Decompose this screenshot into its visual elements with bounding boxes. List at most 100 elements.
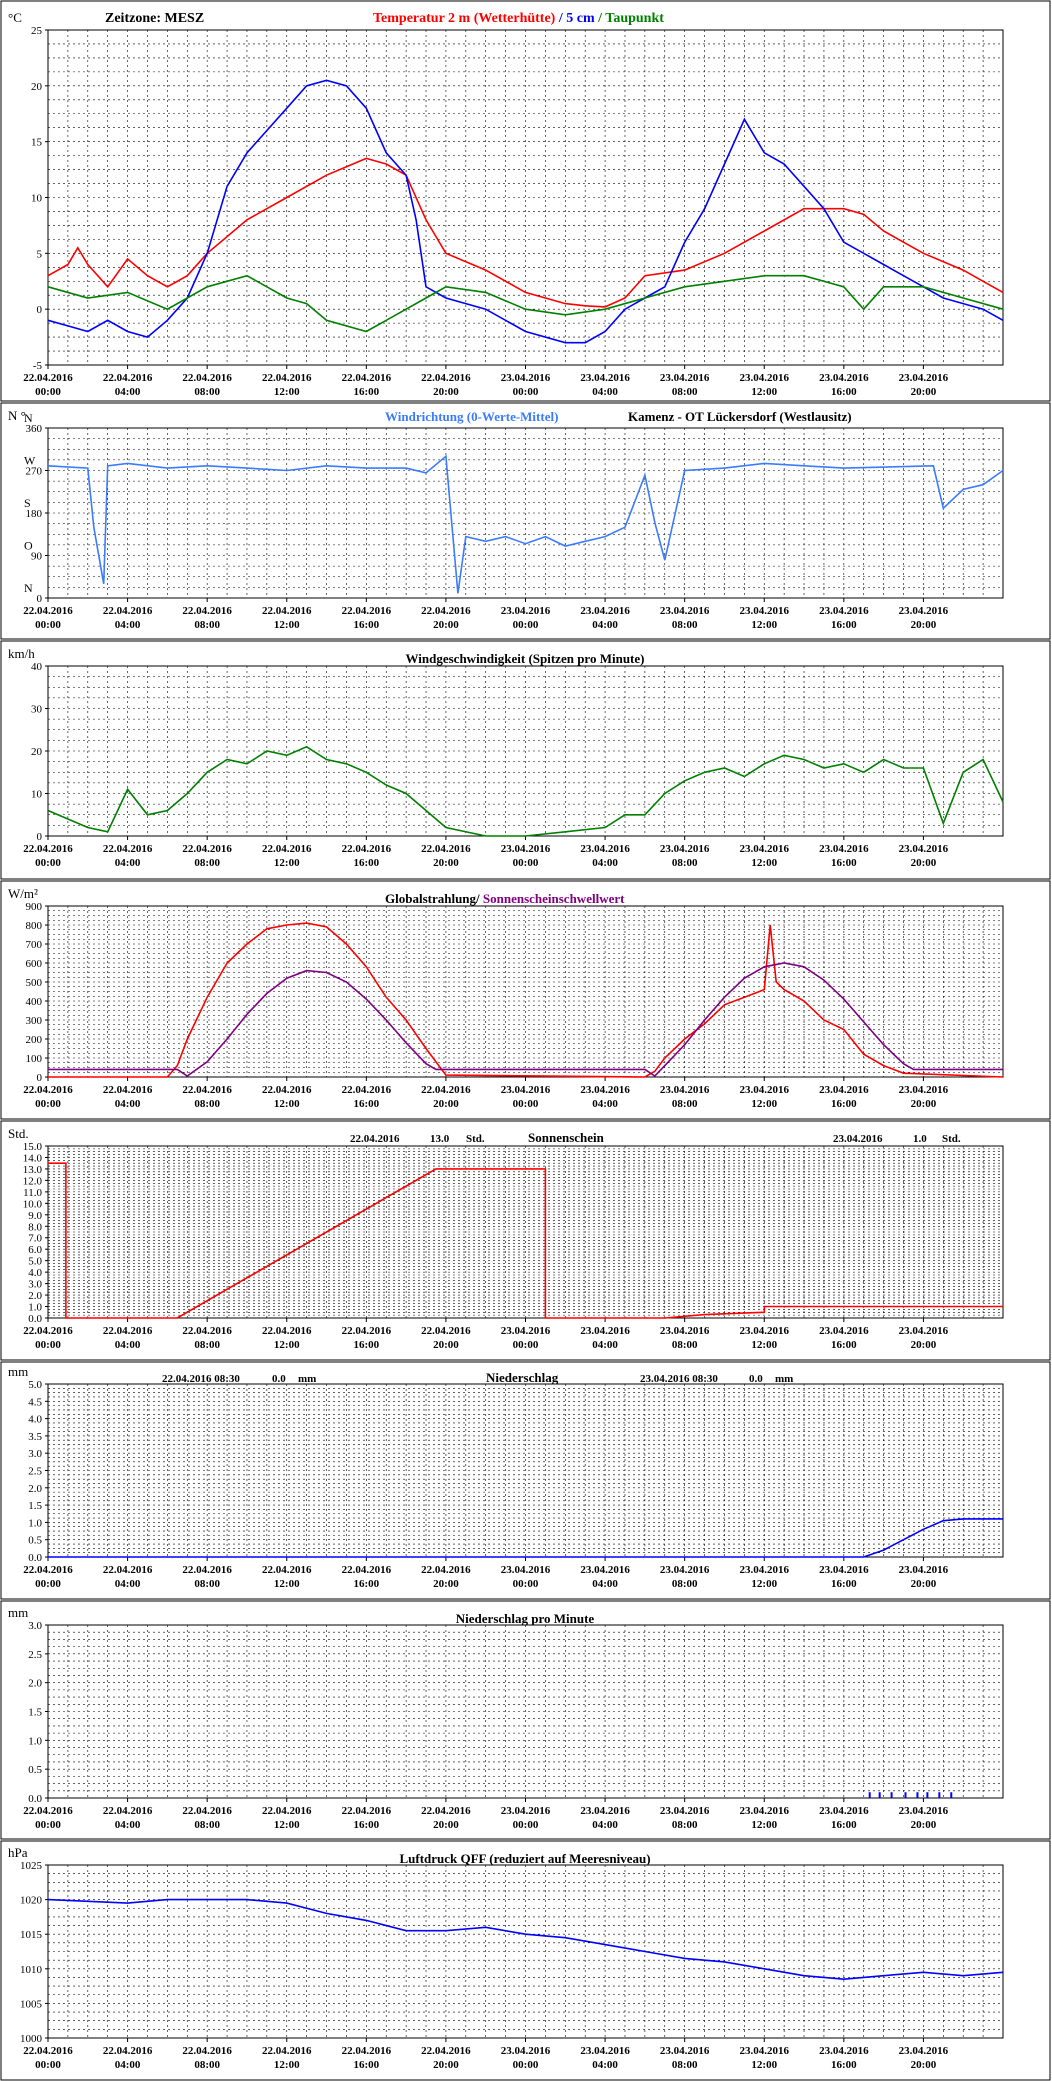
x-tick-time: 16:00: [353, 619, 379, 631]
y-tick-label: 15.0: [23, 1141, 43, 1153]
grid: [48, 1625, 1003, 1798]
x-tick-time: 04:00: [592, 1098, 618, 1110]
y-tick-label: 2.5: [28, 1466, 42, 1478]
y-tick-label: 1010: [20, 1964, 43, 1976]
x-tick-time: 12:00: [274, 1578, 300, 1590]
precipmin-title: Niederschlag pro Minute: [456, 1611, 595, 1626]
x-tick-time: 04:00: [592, 619, 618, 631]
x-tick-time: 16:00: [353, 386, 379, 398]
x-tick-time: 12:00: [751, 619, 777, 631]
x-tick-date: 22.04.2016: [182, 372, 232, 384]
x-tick-time: 04:00: [115, 1819, 141, 1831]
y-tick-label: 10.0: [23, 1198, 43, 1210]
y-tick-label: 8.0: [28, 1221, 42, 1233]
y-tick-label: 5.0: [28, 1379, 42, 1391]
sunshine-panel: 15.014.013.012.011.010.09.08.07.06.05.04…: [0, 1120, 1051, 1361]
y-tick-label: 270: [26, 466, 43, 478]
y-tick-label: 1.0: [28, 1302, 42, 1314]
precip-day2-value: 0.0: [749, 1373, 763, 1385]
x-tick-date: 23.04.2016: [899, 843, 949, 855]
x-tick-date: 22.04.2016: [342, 843, 392, 855]
y-tick-label: 5: [37, 248, 43, 260]
x-tick-date: 23.04.2016: [580, 1564, 630, 1576]
y-tick-label: 15: [31, 137, 43, 149]
x-tick-date: 22.04.2016: [342, 1805, 392, 1817]
x-tick-time: 04:00: [592, 2059, 618, 2071]
y-tick-label: 20: [31, 746, 43, 758]
x-tick-time: 08:00: [194, 2059, 220, 2071]
y-tick-label: 5.0: [28, 1256, 42, 1268]
pressure-panel: 10251020101510101005100022.04.201600:002…: [0, 1840, 1051, 2081]
y-unit-label: °C: [8, 10, 22, 25]
x-tick-time: 20:00: [433, 1339, 459, 1351]
y-tick-label: 90: [31, 551, 43, 563]
x-tick-time: 04:00: [115, 2059, 141, 2071]
x-tick-time: 08:00: [672, 857, 698, 869]
x-tick-time: 16:00: [353, 2059, 379, 2071]
y-tick-label: 10: [31, 789, 43, 801]
x-tick-date: 22.04.2016: [421, 2045, 471, 2057]
temp-panel: 2520151050-522.04.201600:0022.04.201604:…: [0, 0, 1051, 402]
panel-frame: [0, 880, 1051, 1120]
grid: [48, 1865, 1003, 2038]
precip-day1-value: 0.0: [272, 1373, 286, 1385]
x-tick-date: 23.04.2016: [660, 2045, 710, 2057]
x-tick-date: 22.04.2016: [342, 605, 392, 617]
x-tick-time: 16:00: [353, 1339, 379, 1351]
x-tick-date: 22.04.2016: [421, 1564, 471, 1576]
x-tick-date: 22.04.2016: [262, 1084, 312, 1096]
x-tick-time: 00:00: [513, 386, 539, 398]
x-tick-date: 22.04.2016: [421, 605, 471, 617]
windspeed-panel: 40302010022.04.201600:0022.04.201604:002…: [0, 640, 1051, 880]
y-tick-label: 0.0: [28, 1313, 42, 1325]
x-tick-time: 16:00: [831, 1819, 857, 1831]
x-tick-date: 22.04.2016: [103, 1564, 153, 1576]
x-tick-time: 20:00: [433, 1098, 459, 1110]
x-tick-time: 20:00: [911, 386, 937, 398]
y-tick-label: 1015: [20, 1929, 43, 1941]
x-tick-date: 23.04.2016: [580, 372, 630, 384]
x-tick-time: 20:00: [911, 619, 937, 631]
x-tick-time: 20:00: [433, 1578, 459, 1590]
sunshine-day1-date: 22.04.2016: [350, 1133, 400, 1145]
y-tick-label: 1.5: [28, 1707, 42, 1719]
x-tick-time: 08:00: [194, 857, 220, 869]
x-tick-date: 22.04.2016: [103, 1805, 153, 1817]
x-tick-time: 08:00: [194, 386, 220, 398]
x-tick-time: 16:00: [831, 1098, 857, 1110]
x-tick-time: 04:00: [115, 619, 141, 631]
y-tick-label: 6.0: [28, 1244, 42, 1256]
x-tick-time: 16:00: [831, 386, 857, 398]
x-tick-time: 00:00: [513, 1339, 539, 1351]
time-zone-label: Zeitzone: MESZ: [105, 11, 204, 26]
x-tick-time: 00:00: [35, 386, 61, 398]
y-tick-label: 11.0: [23, 1187, 42, 1199]
y-tick-label: 0: [37, 304, 43, 316]
radiation-title-b: Sonnenscheinschwellwert: [480, 891, 625, 906]
grid: [48, 428, 1003, 598]
y-tick-label: 1.0: [28, 1517, 42, 1529]
x-tick-date: 22.04.2016: [342, 1564, 392, 1576]
x-tick-time: 20:00: [433, 386, 459, 398]
x-tick-date: 22.04.2016: [342, 1325, 392, 1337]
series-line-0: [47, 157, 1004, 308]
y-tick-label: 0.5: [28, 1535, 42, 1547]
y-unit-label: mm: [8, 1605, 28, 1620]
x-tick-time: 20:00: [433, 1819, 459, 1831]
y-unit-label: mm: [8, 1364, 28, 1379]
x-tick-time: 00:00: [35, 1819, 61, 1831]
x-tick-time: 12:00: [751, 2059, 777, 2071]
y-tick-label: 4.0: [28, 1414, 42, 1426]
sunshine-day1-unit: Std.: [466, 1133, 485, 1145]
x-tick-time: 20:00: [433, 619, 459, 631]
y-tick-label: 0.0: [28, 1552, 42, 1564]
x-tick-time: 20:00: [911, 1578, 937, 1590]
x-tick-date: 23.04.2016: [660, 843, 710, 855]
x-tick-date: 22.04.2016: [421, 1805, 471, 1817]
x-tick-time: 08:00: [672, 1819, 698, 1831]
x-tick-date: 23.04.2016: [660, 1084, 710, 1096]
y-tick-label: 4.5: [28, 1396, 42, 1408]
x-tick-time: 12:00: [274, 1819, 300, 1831]
temp-title-part: 5 cm: [566, 11, 595, 26]
